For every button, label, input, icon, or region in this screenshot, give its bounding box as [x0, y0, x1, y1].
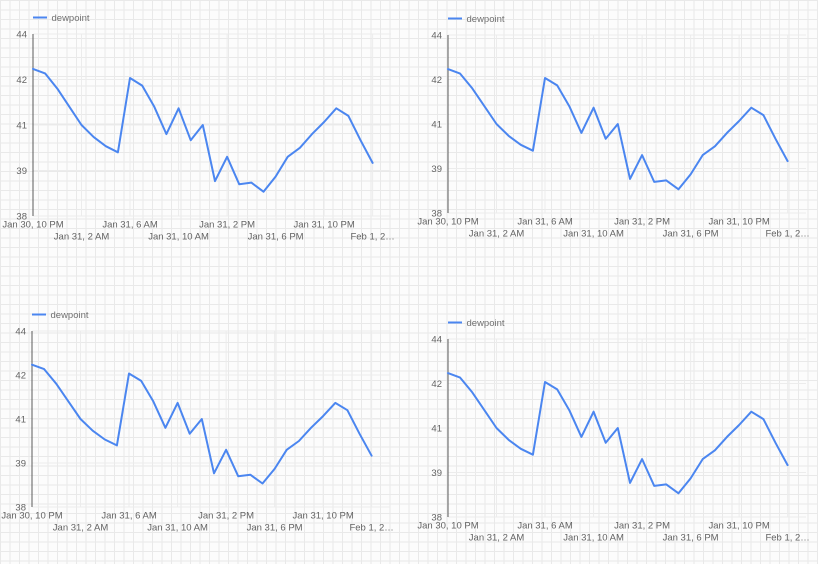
y-axis-tick-label: 42 [431, 75, 442, 86]
x-axis-tick-label: Jan 31, 6 PM [247, 523, 303, 534]
x-axis-tick-label: Jan 30, 10 PM [1, 511, 62, 522]
x-axis-tick-label: Jan 31, 2 AM [54, 232, 110, 243]
y-axis-tick-label: 42 [16, 75, 27, 86]
y-axis-tick-label: 39 [431, 164, 442, 175]
y-axis-tick-label: 42 [431, 379, 442, 390]
dewpoint-series-line [447, 68, 789, 191]
legend-label: dewpoint [467, 318, 505, 329]
x-axis-tick-label: Jan 31, 6 AM [102, 220, 158, 231]
y-axis-tick-label: 38 [431, 208, 442, 219]
y-axis-tick-label: 39 [431, 468, 442, 479]
legend-label: dewpoint [467, 14, 505, 25]
y-axis-tick-label: 41 [431, 119, 442, 130]
legend-label: dewpoint [52, 13, 90, 24]
y-axis-tick-label: 44 [431, 30, 442, 41]
y-axis-tick-label: 42 [15, 370, 26, 381]
y-axis-tick-label: 44 [431, 334, 442, 345]
y-axis-tick-label: 39 [16, 166, 27, 177]
x-axis-tick-label: Jan 31, 6 AM [517, 521, 573, 532]
x-axis-tick-label: Jan 31, 6 AM [101, 511, 157, 522]
y-axis-tick-label: 44 [15, 326, 26, 337]
y-axis-tick-label: 41 [16, 120, 27, 131]
dewpoint-series-line [32, 67, 374, 193]
x-axis-tick-label: Jan 31, 2 AM [469, 229, 525, 240]
dewpoint-chart-panel-3: 44 42 41 39 38 Jan 30, 10 PM Jan 31, 6 AM Jan 3… [0, 297, 402, 547]
x-axis-tick-label: Feb 1, 2… [350, 232, 394, 243]
x-axis-tick-label: Feb 1, 2… [765, 229, 809, 240]
x-axis-tick-label: Jan 31, 10 PM [292, 511, 353, 522]
x-axis-tick-label: Jan 31, 10 AM [148, 232, 209, 243]
x-axis-tick-label: Jan 30, 10 PM [417, 217, 478, 228]
dewpoint-chart-panel-4: 44 42 41 39 38 Jan 30, 10 PM Jan 31, 6 AM Jan 3… [415, 305, 818, 555]
x-axis-tick-label: Jan 31, 6 AM [517, 217, 573, 228]
x-axis-tick-label: Jan 31, 2 PM [614, 521, 670, 532]
dewpoint-chart-panel-2: 44 42 41 39 38 Jan 30, 10 PM Jan 31, 6 AM Jan 3… [415, 1, 818, 251]
legend-label: dewpoint [51, 310, 89, 321]
x-axis-tick-label: Jan 30, 10 PM [417, 521, 478, 532]
y-axis-tick-label: 38 [431, 512, 442, 523]
x-axis-tick-label: Jan 31, 10 AM [563, 229, 624, 240]
y-axis-tick-label: 38 [15, 502, 26, 513]
x-axis-tick-label: Jan 31, 2 PM [199, 220, 255, 231]
x-axis-tick-label: Jan 31, 2 AM [469, 533, 525, 544]
x-axis-tick-label: Jan 31, 2 PM [614, 217, 670, 228]
x-axis-tick-label: Jan 31, 6 PM [663, 533, 719, 544]
dewpoint-chart-panel-1: 44 42 41 39 38 Jan 30, 10 PM Jan 31, 6 AM Jan 3… [0, 0, 403, 250]
x-axis-tick-label: Feb 1, 2… [765, 533, 809, 544]
x-axis-tick-label: Jan 31, 10 AM [147, 523, 208, 534]
x-axis-tick-label: Jan 31, 10 PM [293, 220, 354, 231]
y-axis-tick-label: 41 [15, 414, 26, 425]
x-axis-tick-label: Feb 1, 2… [349, 523, 393, 534]
x-axis-tick-label: Jan 31, 6 PM [248, 232, 304, 243]
x-axis-tick-label: Jan 31, 10 AM [563, 533, 624, 544]
y-axis-tick-label: 41 [431, 423, 442, 434]
y-axis-tick-label: 44 [16, 29, 27, 40]
x-axis-tick-label: Jan 31, 2 PM [198, 511, 254, 522]
x-axis-tick-label: Jan 31, 10 PM [708, 217, 769, 228]
y-axis-tick-label: 39 [15, 458, 26, 469]
x-axis-tick-label: Jan 31, 10 PM [708, 521, 769, 532]
dewpoint-series-line [31, 363, 373, 485]
x-axis-tick-label: Jan 31, 2 AM [53, 523, 109, 534]
x-axis-tick-label: Jan 30, 10 PM [2, 220, 63, 231]
dewpoint-series-line [447, 372, 789, 495]
y-axis-tick-label: 38 [16, 211, 27, 222]
x-axis-tick-label: Jan 31, 6 PM [663, 229, 719, 240]
